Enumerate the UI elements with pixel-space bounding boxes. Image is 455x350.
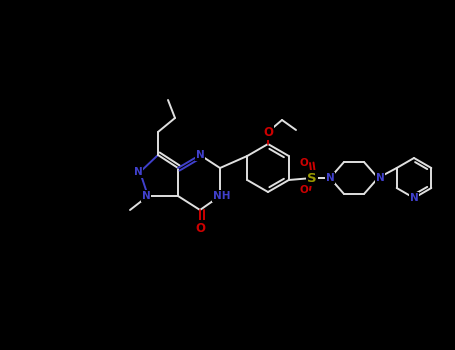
- Text: N: N: [326, 173, 334, 183]
- Text: S: S: [307, 172, 317, 184]
- Text: N: N: [410, 193, 419, 203]
- Text: O: O: [263, 126, 273, 139]
- Text: O: O: [300, 185, 308, 195]
- Text: O: O: [300, 158, 308, 168]
- Text: N: N: [134, 167, 142, 177]
- Text: N: N: [142, 191, 150, 201]
- Text: O: O: [195, 222, 205, 235]
- Text: NH: NH: [213, 191, 231, 201]
- Text: N: N: [196, 150, 204, 160]
- Text: N: N: [376, 173, 384, 183]
